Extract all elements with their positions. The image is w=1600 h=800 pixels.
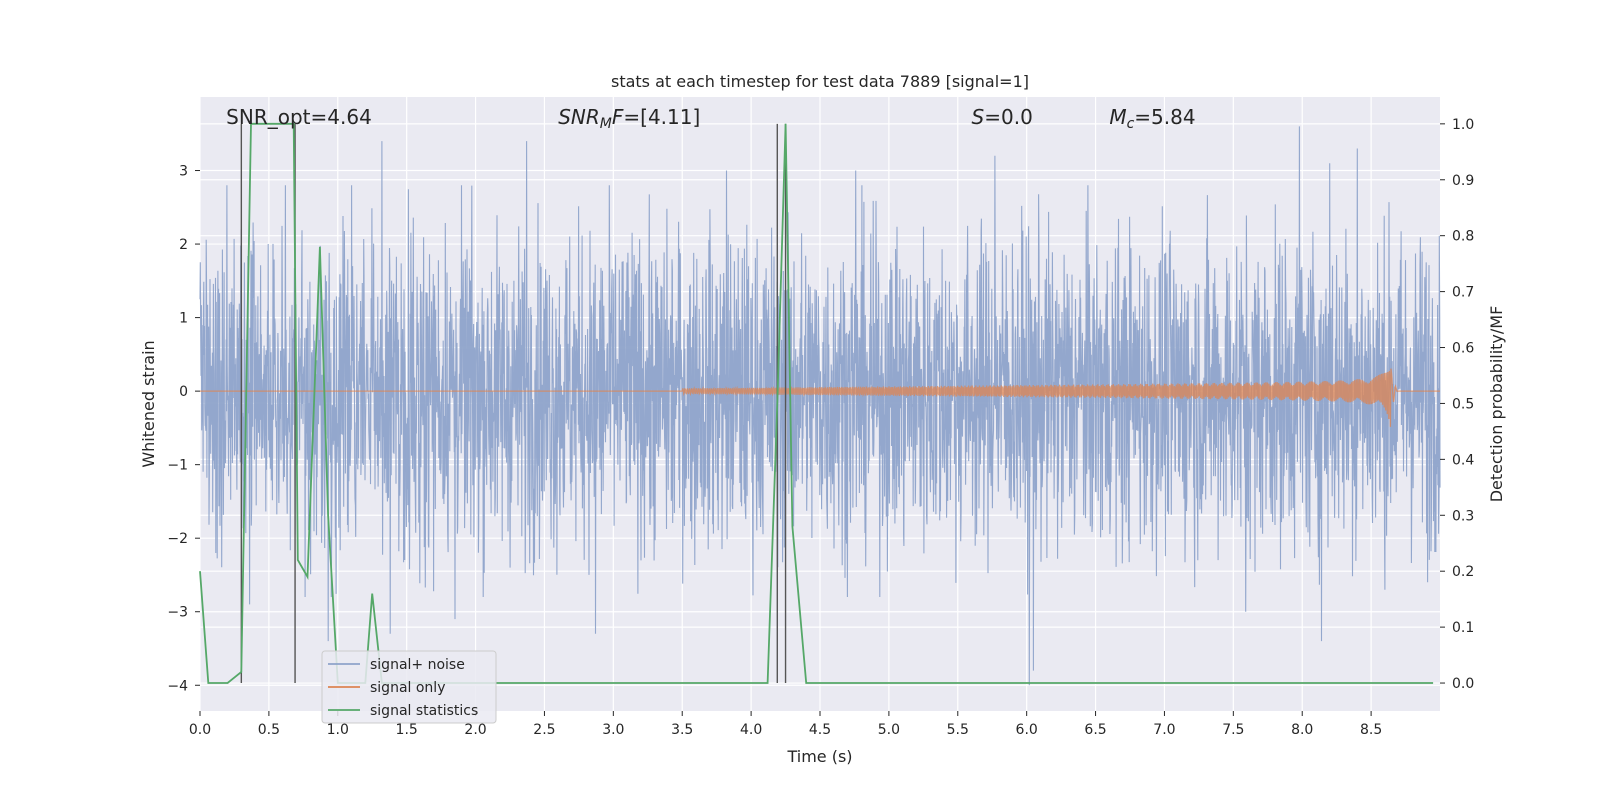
y-axis-label: Whitened strain: [139, 340, 158, 467]
x-tick-label: 0.0: [189, 722, 211, 738]
y-right-tick-label: 0.0: [1452, 676, 1474, 692]
x-tick-label: 7.0: [1153, 722, 1175, 738]
y-right-tick-label: 0.5: [1452, 396, 1474, 412]
x-tick-label: 6.0: [1016, 722, 1038, 738]
x-tick-label: 6.5: [1084, 722, 1106, 738]
y-tick-label: −3: [167, 605, 188, 621]
annotation-text: S=0.0: [972, 105, 1033, 129]
x-tick-label: 3.0: [602, 722, 624, 738]
y-tick-label: −4: [167, 678, 188, 694]
x-tick-label: 5.5: [947, 722, 969, 738]
y-right-tick-label: 0.4: [1452, 452, 1474, 468]
annotation-text: SNRMF=[4.11]: [558, 105, 700, 132]
y-right-tick-label: 0.3: [1452, 508, 1474, 524]
legend-label: signal+ noise: [370, 657, 465, 673]
y-tick-label: 0: [179, 384, 188, 400]
x-tick-label: 4.0: [740, 722, 762, 738]
y-tick-label: 2: [179, 237, 188, 253]
x-tick-label: 1.5: [396, 722, 418, 738]
legend-label: signal only: [370, 680, 445, 696]
signal-trace: [200, 368, 1440, 427]
x-tick-label: 2.5: [533, 722, 555, 738]
y-right-tick-label: 0.6: [1452, 341, 1474, 357]
annotation-text: SNR_opt=4.64: [226, 105, 372, 129]
y-right-tick-label: 1.0: [1452, 117, 1474, 133]
x-tick-label: 4.5: [809, 722, 831, 738]
x-tick-label: 7.5: [1222, 722, 1244, 738]
annotations: SNR_opt=4.64 SNRMF=[4.11] S=0.0 Mc=5.84: [226, 105, 1195, 132]
y-tick-label: 3: [179, 164, 188, 180]
legend: signal+ noise signal only signal statistic…: [321, 650, 497, 724]
x-axis-ticks: 0.0 0.5 1.0 1.5 2.0 2.5 3.0 3.5 4.0 4.5 5.0 5.5 6.0 6…: [189, 711, 1382, 738]
x-tick-label: 8.0: [1291, 722, 1313, 738]
x-tick-label: 8.5: [1360, 722, 1382, 738]
y-right-tick-label: 0.9: [1452, 173, 1474, 189]
legend-box: [321, 650, 497, 724]
y-right-tick-label: 0.2: [1452, 564, 1474, 580]
y-right-tick-label: 0.8: [1452, 229, 1474, 245]
chart-title: stats at each timestep for test data 788…: [611, 72, 1029, 91]
x-tick-label: 5.0: [878, 722, 900, 738]
series-signal-noise: [199, 126, 1441, 686]
y-tick-label: 1: [179, 311, 188, 327]
y-tick-label: −2: [167, 531, 188, 547]
y-axis-ticks: 3 2 1 0 −1 −2 −3 −4: [167, 164, 200, 694]
x-tick-label: 0.5: [258, 722, 280, 738]
y-right-tick-label: 0.7: [1452, 285, 1474, 301]
y-right-axis-ticks: 1.0 0.9 0.8 0.7 0.6 0.5 0.4 0.3 0.2 0.1 0.0: [1440, 117, 1474, 692]
x-tick-label: 3.5: [671, 722, 693, 738]
y-tick-label: −1: [167, 458, 188, 474]
x-tick-label: 2.0: [464, 722, 486, 738]
legend-label: signal statistics: [370, 703, 478, 719]
y-right-axis-label: Detection probability/MF: [1487, 306, 1506, 503]
series-signal-only: [200, 368, 1440, 427]
noise-trace: [199, 126, 1441, 686]
x-tick-label: 1.0: [327, 722, 349, 738]
annotation-text: Mc=5.84: [1109, 105, 1195, 132]
x-axis-label: Time (s): [786, 747, 852, 766]
y-right-tick-label: 0.1: [1452, 620, 1474, 636]
